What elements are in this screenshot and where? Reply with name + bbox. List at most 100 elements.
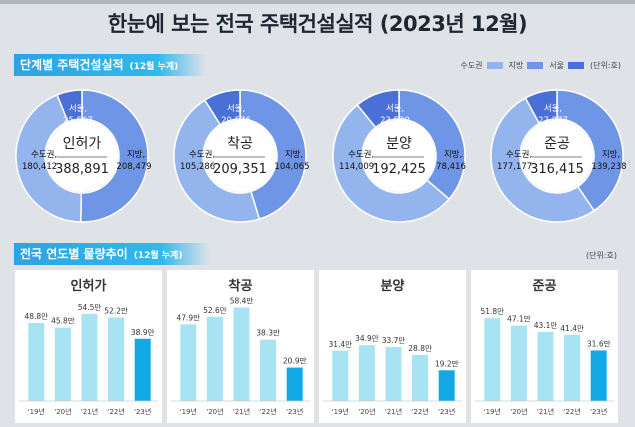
- donut-value-metro-3: 177,177: [497, 162, 532, 172]
- donut-legend: 수도권 지방 서울 (단위:호): [454, 60, 621, 71]
- bar-category-3-4: '23년: [590, 407, 607, 416]
- donut-value-local-1: 104,065: [274, 162, 309, 172]
- bar-0-0: [28, 322, 45, 401]
- bar-label-1-2: 58.4만: [230, 297, 254, 306]
- bar-0-2: [81, 313, 98, 401]
- legend-label-local: 지방: [508, 61, 524, 70]
- bar-category-1-1: '20년: [206, 407, 223, 416]
- bar-label-3-2: 43.1만: [534, 321, 558, 330]
- bar-1-3: [260, 339, 277, 401]
- donut-slice-1-0: [203, 89, 241, 126]
- bar-1-1: [206, 316, 223, 401]
- bar-label-0-1: 45.8만: [51, 317, 75, 326]
- donut-slice-2-0: [356, 89, 400, 129]
- donut-slice-3-2: [556, 89, 624, 212]
- donut-3: 준공 316,415 서울, 27,277 수도권, 177,177 지방, 139,238: [490, 89, 627, 223]
- bar-0-1: [54, 327, 71, 401]
- bar-label-0-0: 48.8만: [24, 312, 48, 321]
- bar-1-2: [233, 307, 250, 401]
- bar-category-2-2: '21년: [385, 407, 402, 416]
- donut-title-1: 착공: [227, 136, 253, 152]
- donut-slice-1-2: [239, 89, 307, 221]
- legend-item-seoul: 서울: [549, 60, 584, 71]
- bar-label-1-0: 47.9만: [176, 313, 200, 322]
- section-title-stage-text: 단계별 주택건설실적: [20, 58, 124, 72]
- bar-chart-1: 착공 47.9만 '19년 52.6만 '20년 58.4만 '21년 38.3만 '22년 20…: [171, 278, 310, 416]
- donut-total-1: 209,351: [213, 162, 267, 177]
- bar-label-2-0: 31.4만: [328, 340, 352, 349]
- donut-label-metro-0: 수도권,: [31, 149, 57, 160]
- bar-label-0-4: 38.9만: [131, 328, 155, 337]
- legend-item-local: 지방: [509, 60, 544, 71]
- bar-panel-permits: 인허가 48.8만 '19년 45.8만 '20년 54.5만 '21년 52.2만 '22년 3…: [15, 270, 162, 423]
- bar-chart-title-2: 분양: [381, 279, 405, 294]
- bar-chart-title-0: 인허가: [71, 278, 107, 294]
- bar-category-3-0: '19년: [484, 407, 501, 416]
- bar-panel-completions: 준공 51.8만 '19년 47.1만 '20년 43.1만 '21년 41.4만 '22년 31…: [471, 270, 618, 423]
- donut-value-local-2: 78,416: [436, 162, 466, 172]
- donut-hole-2: [363, 120, 435, 192]
- bar-chart-3: 준공 51.8만 '19년 47.1만 '20년 43.1만 '21년 41.4만 '22년 31…: [475, 279, 614, 416]
- donut-title-0: 인허가: [63, 136, 102, 152]
- donut-hole-1: [204, 120, 276, 192]
- donut-total-0: 388,891: [55, 162, 109, 177]
- bar-2-4: [438, 370, 455, 401]
- donut-label-local-2: 지방,: [444, 149, 462, 160]
- bar-category-1-2: '21년: [233, 407, 250, 416]
- top-divider: [0, 0, 635, 4]
- legend-item-metro: 수도권: [460, 60, 503, 71]
- bar-label-3-4: 31.6만: [587, 339, 611, 348]
- section-subtitle-stage: (12월 누계): [129, 62, 179, 72]
- bar-label-3-0: 51.8만: [480, 307, 504, 316]
- bar-label-2-2: 33.7만: [382, 336, 406, 345]
- bar-category-3-3: '22년: [563, 407, 580, 416]
- donut-label-seoul-1: 서울,: [227, 104, 245, 114]
- bar-panel-sales: 분양 31.4만 '19년 34.9만 '20년 33.7만 '21년 28.8만 '22년 19…: [319, 270, 466, 423]
- donut-slice-3-0: [524, 89, 558, 125]
- bar-0-3: [108, 317, 125, 401]
- bar-chart-title-1: 착공: [229, 278, 253, 294]
- bar-3-0: [484, 318, 501, 401]
- legend-swatch-local: [527, 62, 544, 69]
- donut-label-local-1: 지방,: [285, 149, 303, 160]
- donut-0: 인허가 388,891 서울, 25,567 수도권, 180,412 지방, 208,479: [15, 89, 152, 223]
- bar-category-2-0: '19년: [332, 407, 349, 416]
- legend-label-metro: 수도권: [460, 61, 483, 70]
- donut-title-2: 분양: [386, 136, 412, 152]
- bar-category-0-4: '23년: [134, 407, 151, 416]
- bar-3-1: [510, 325, 527, 401]
- bar-category-3-2: '21년: [537, 407, 554, 416]
- donut-slice-0-2: [79, 89, 149, 223]
- donut-label-metro-3: 수도권,: [506, 149, 532, 160]
- bar-label-0-2: 54.5만: [78, 303, 102, 312]
- donut-value-seoul-2: 23,530: [380, 116, 410, 126]
- bar-category-3-1: '20년: [510, 407, 527, 416]
- donut-hole-3: [521, 120, 593, 192]
- legend-label-seoul: 서울: [549, 61, 564, 70]
- donut-label-local-3: 지방,: [602, 149, 620, 160]
- donut-label-seoul-0: 서울,: [69, 104, 87, 114]
- legend-unit: (단위:호): [589, 61, 621, 70]
- donut-slice-2-1: [332, 103, 451, 223]
- bar-category-0-2: '21년: [81, 407, 98, 416]
- bar-3-3: [564, 334, 581, 401]
- bar-label-2-4: 19.2만: [435, 359, 459, 368]
- page-title: 한눈에 보는 전국 주택건설실적 (2023년 12월): [107, 12, 528, 36]
- bar-1-4: [286, 367, 303, 401]
- bar-chart-title-3: 준공: [533, 279, 557, 294]
- section-subtitle-trend: (12월 누계): [133, 251, 183, 261]
- donut-slice-1-1: [173, 99, 261, 223]
- section-title-trend-text: 전국 연도별 물량추이: [20, 247, 128, 261]
- donut-label-seoul-3: 서울,: [544, 104, 562, 114]
- donut-value-seoul-3: 27,277: [538, 116, 568, 126]
- donut-value-local-3: 139,238: [591, 162, 626, 172]
- bar-1-0: [180, 324, 197, 401]
- bar-category-0-0: '19년: [28, 407, 45, 416]
- section-title-trend: 전국 연도별 물량추이 (12월 누계): [14, 243, 211, 265]
- bar-label-1-4: 20.9만: [283, 357, 307, 366]
- donut-label-local-0: 지방,: [127, 149, 145, 160]
- donut-total-3: 316,415: [530, 162, 584, 177]
- bar-2-0: [332, 350, 349, 401]
- bar-2-2: [385, 347, 402, 401]
- bar-2-3: [412, 354, 429, 401]
